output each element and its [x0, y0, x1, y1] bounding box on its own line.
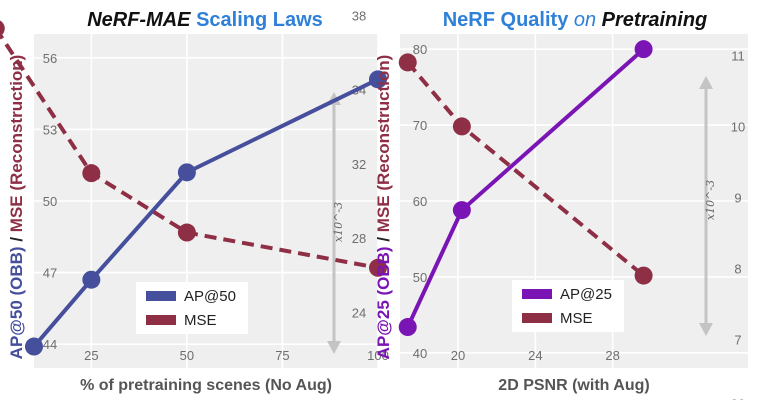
legend-box	[512, 280, 624, 332]
y-label-part: MSE (Reconstruction)	[374, 55, 393, 233]
data-point	[369, 258, 387, 277]
chart-title: NeRF Quality on Pretraining	[443, 9, 708, 31]
x-tick-label: 24	[528, 348, 542, 363]
y-right-tick-label: 9	[734, 190, 741, 205]
chart-panel-2: 20 24 28 40 50 60 70 80 7 8 9 10 11 30 x10^-3 AP@25 MSE N…	[374, 9, 748, 400]
y-axis-label: AP@50 (OBB) / MSE (Reconstruction)	[7, 55, 26, 360]
y-left-tick-label: 53	[43, 122, 57, 137]
y-left-tick-label: 44	[43, 337, 57, 352]
data-point	[82, 270, 101, 289]
x-axis-label: % of pretraining scenes (No Aug)	[80, 377, 332, 394]
y-right-tick-label: 32	[352, 157, 366, 172]
y-left-tick-label: 47	[43, 266, 57, 281]
y-left-tick-label: 50	[413, 270, 427, 285]
data-point	[398, 318, 417, 337]
series-line-mse	[0, 31, 379, 270]
title-part: NeRF Quality	[443, 9, 569, 31]
data-point	[369, 70, 387, 89]
y-left-tick-label: 70	[413, 118, 427, 133]
y-left-tick-label: 80	[413, 42, 427, 57]
y-right-tick-label: 7	[734, 333, 741, 348]
x-tick-label: 50	[180, 348, 194, 363]
y-right-tick-label: 28	[352, 231, 366, 246]
y-right-tick-label: 10	[731, 119, 745, 134]
chart-title: NeRF-MAE Scaling Laws	[87, 9, 323, 31]
y-label-part: /	[374, 232, 393, 246]
data-point	[452, 201, 471, 220]
y-label-part: AP@25 (OBB)	[374, 246, 393, 359]
x-tick-label: 28	[605, 348, 619, 363]
arrow-down-icon	[327, 341, 341, 354]
right-axis-scale-label: x10^-3	[332, 202, 345, 242]
y-right-tick-label: 30	[731, 397, 745, 400]
data-point	[452, 117, 471, 136]
y-label-part: AP@50 (OBB)	[7, 246, 26, 359]
y-right-tick-label: 24	[352, 305, 366, 320]
x-axis-label: 2D PSNR (with Aug)	[498, 377, 649, 394]
arrow-up-icon	[699, 76, 713, 89]
y-left-tick-label: 60	[413, 194, 427, 209]
legend-label: AP@25	[560, 286, 612, 303]
data-point	[25, 337, 43, 356]
y-label-part: /	[7, 232, 26, 246]
chart-panel-1: 25 50 75 10044475053562428323438x10^-3AP@50…	[0, 8, 389, 394]
data-point	[177, 163, 196, 182]
data-point	[177, 223, 196, 242]
y-left-tick-label: 56	[43, 51, 57, 66]
series-line-ap-50	[32, 77, 379, 348]
y-left-tick-label: 50	[43, 194, 57, 209]
y-left-tick-label: 40	[413, 346, 427, 361]
legend-box	[136, 282, 248, 334]
legend-swatch	[522, 313, 552, 323]
y-axis-label: AP@25 (OBB) / MSE (Reconstruction)	[374, 55, 393, 360]
right-axis-scale-label: x10^-3	[704, 180, 717, 220]
title-part: NeRF-MAE	[87, 9, 191, 31]
legend-label: MSE	[184, 312, 217, 329]
legend-label: MSE	[560, 310, 593, 327]
data-point	[398, 53, 417, 72]
x-tick-label: 20	[451, 348, 465, 363]
y-right-tick-label: 8	[734, 262, 741, 277]
legend-swatch	[146, 291, 176, 301]
title-part: on	[568, 9, 601, 31]
legend-swatch	[146, 315, 176, 325]
title-part: Scaling Laws	[191, 9, 323, 31]
data-point	[0, 20, 5, 37]
y-right-tick-label: 38	[352, 8, 366, 23]
legend-label: AP@50	[184, 288, 236, 305]
x-tick-label: 25	[84, 348, 98, 363]
data-point	[634, 266, 653, 285]
y-label-part: MSE (Reconstruction)	[7, 55, 26, 233]
data-point	[634, 40, 653, 59]
data-point	[82, 164, 101, 183]
x-tick-label: 100	[367, 348, 389, 363]
y-right-tick-label: 11	[731, 48, 745, 63]
x-tick-label: 75	[275, 348, 289, 363]
arrow-down-icon	[699, 323, 713, 336]
title-part: Pretraining	[602, 9, 708, 31]
legend-swatch	[522, 289, 552, 299]
